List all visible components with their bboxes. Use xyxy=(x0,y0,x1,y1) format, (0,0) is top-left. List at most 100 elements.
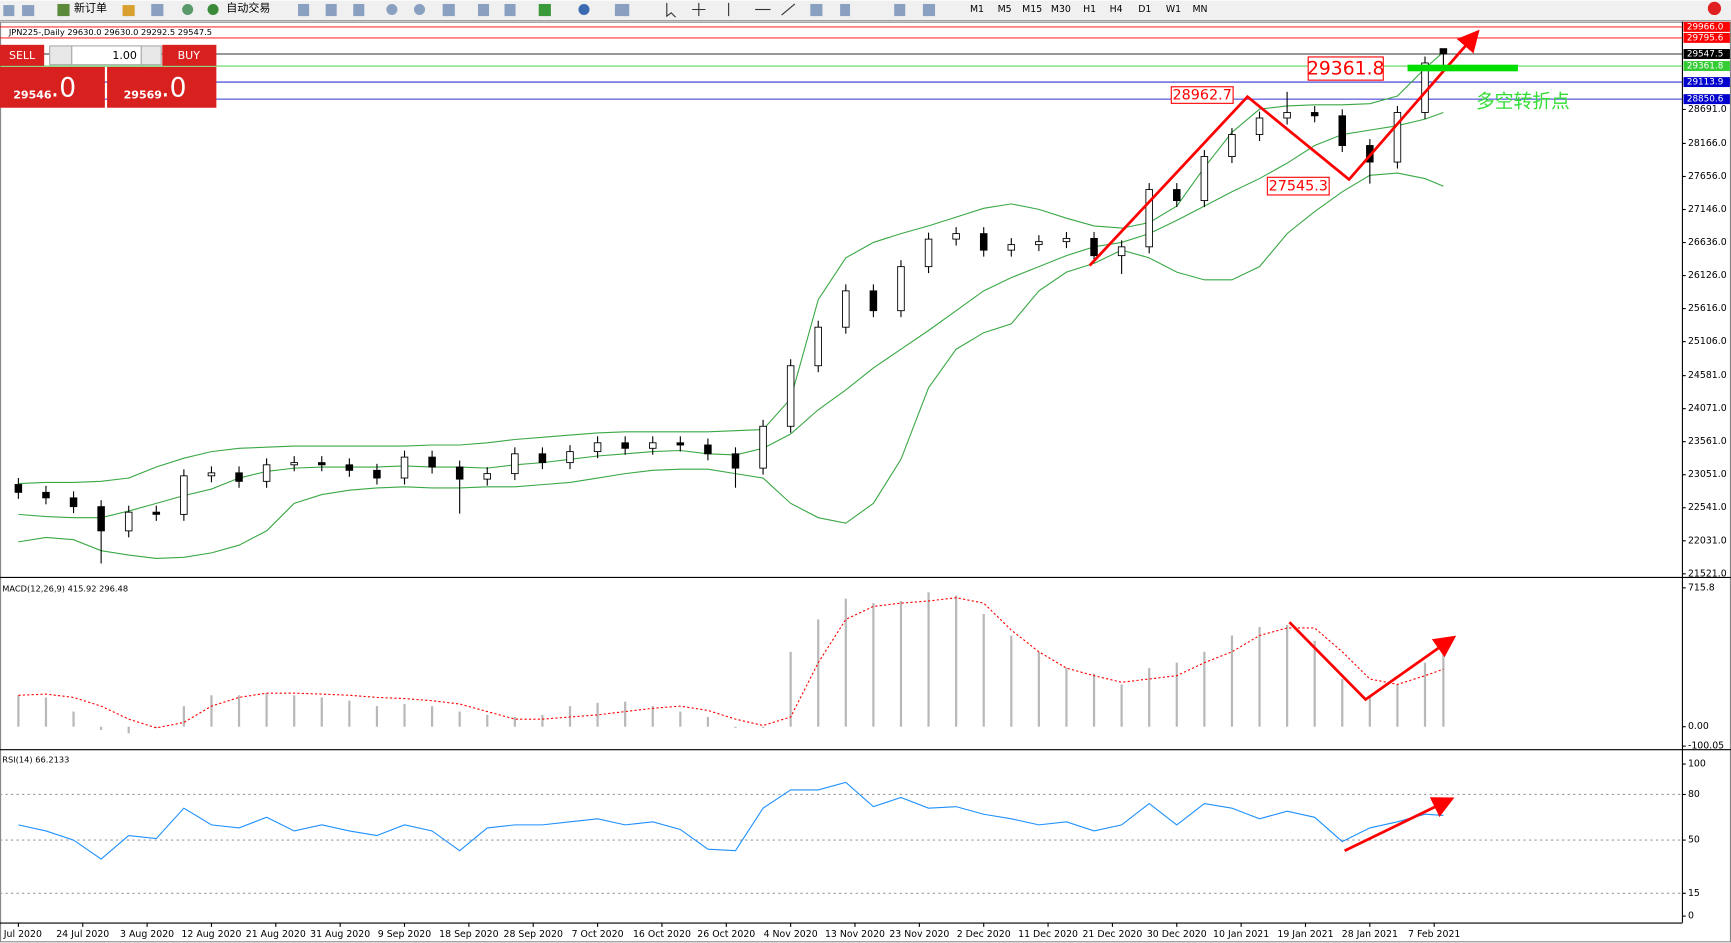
macd-bar xyxy=(706,717,710,727)
chart-title: RSI(14) 66.2133 xyxy=(2,755,69,765)
level-tag xyxy=(1683,61,1730,71)
level-tag xyxy=(1683,49,1730,59)
level-tag xyxy=(1683,21,1730,32)
icon[interactable] xyxy=(151,3,164,17)
timeframe-button[interactable]: M15 xyxy=(1022,4,1042,15)
x-tick-label: 4 Nov 2020 xyxy=(764,929,818,940)
bid-box[interactable] xyxy=(0,66,105,108)
macd-bar xyxy=(265,693,268,727)
notification[interactable] xyxy=(1707,1,1722,16)
x-tick-label: 12 Aug 2020 xyxy=(181,929,241,940)
candle-body xyxy=(124,511,133,532)
icon[interactable] xyxy=(810,3,823,17)
macd-bar xyxy=(1148,668,1151,727)
auto-trading[interactable]: 自动交易 xyxy=(226,0,270,14)
bid-main: 29546 xyxy=(13,89,52,102)
icon[interactable] xyxy=(614,3,630,17)
icon[interactable] xyxy=(298,3,310,17)
candle-body xyxy=(1283,112,1291,119)
candle-body xyxy=(400,456,409,479)
timeframe-button[interactable]: W1 xyxy=(1166,4,1181,15)
icon[interactable] xyxy=(781,3,796,16)
candle-body xyxy=(69,497,78,508)
y-tick-label: 22541.0 xyxy=(1688,502,1727,513)
macd-bar xyxy=(1258,626,1261,727)
timeframe-button[interactable]: D1 xyxy=(1138,4,1151,15)
bid-fraction: .0 xyxy=(51,72,76,103)
ask-main: 29569 xyxy=(124,89,162,102)
icon[interactable] xyxy=(353,3,365,17)
buy-button[interactable] xyxy=(162,44,217,66)
icon[interactable] xyxy=(122,5,135,17)
sell-button[interactable] xyxy=(0,44,45,66)
macd-bar xyxy=(1065,668,1068,727)
x-tick-label: 31 Aug 2020 xyxy=(310,929,370,940)
buy-label[interactable]: BUY xyxy=(178,49,201,62)
macd-bar xyxy=(844,598,847,727)
candle-body xyxy=(152,511,161,515)
candle-body xyxy=(318,462,326,466)
ask-box[interactable] xyxy=(107,66,217,108)
timeframe-button[interactable]: MN xyxy=(1192,4,1207,15)
macd-bar xyxy=(1285,624,1289,727)
icon[interactable] xyxy=(666,2,677,18)
annotation-label: 28962.7 xyxy=(1173,88,1232,104)
x-tick-label: 21 Aug 2020 xyxy=(246,929,306,940)
macd-bar xyxy=(17,695,20,727)
icon[interactable] xyxy=(478,3,490,17)
timeframe-button[interactable]: M30 xyxy=(1051,4,1071,15)
lots-value[interactable]: 1.00 xyxy=(112,49,137,62)
timeframe-button[interactable]: M1 xyxy=(970,4,984,15)
macd-bar xyxy=(348,700,351,727)
candle-body xyxy=(207,472,216,477)
sell-label[interactable]: SELL xyxy=(9,49,36,62)
level-tag xyxy=(1683,77,1730,88)
timeframe-button[interactable]: M5 xyxy=(998,4,1012,15)
macd-bar xyxy=(320,697,323,727)
macd-bar xyxy=(513,717,516,727)
icon[interactable] xyxy=(894,3,906,17)
icon[interactable] xyxy=(922,3,936,17)
icon[interactable] xyxy=(578,3,590,16)
x-tick-label: 11 Dec 2020 xyxy=(1018,929,1078,940)
icon[interactable] xyxy=(207,3,219,16)
icon[interactable] xyxy=(57,3,70,17)
icon[interactable] xyxy=(504,3,516,17)
candle-body xyxy=(566,451,574,464)
candle-body xyxy=(1035,241,1043,246)
candle-body xyxy=(373,469,381,479)
icon[interactable] xyxy=(413,3,426,16)
x-tick-label: 7 Feb 2021 xyxy=(1408,929,1460,940)
macd-bar xyxy=(1396,684,1399,727)
macd-bar xyxy=(679,711,682,727)
icon[interactable] xyxy=(840,3,851,17)
new-order[interactable]: 新订单 xyxy=(74,0,107,14)
y-tick-label: 22031.0 xyxy=(1688,535,1727,546)
ask-fraction: .0 xyxy=(161,72,186,103)
lots-dropdown[interactable] xyxy=(49,45,73,66)
macd-bar xyxy=(872,603,875,727)
x-tick-label: 19 Jan 2021 xyxy=(1277,929,1333,940)
icon[interactable] xyxy=(182,3,194,16)
timeframe-button[interactable]: H1 xyxy=(1083,4,1096,15)
timeframe-button[interactable]: H4 xyxy=(1110,4,1123,15)
x-tick-label: 24 Jul 2020 xyxy=(56,929,109,940)
macd-bar xyxy=(458,711,461,727)
icon[interactable] xyxy=(692,2,706,17)
rsi-chart: 100 80 50 15 0 RSI(14) 66.2133 5 Jul 2020 24 Ju… xyxy=(0,755,1706,940)
x-tick-label: 30 Dec 2020 xyxy=(1147,929,1207,940)
candle-body xyxy=(1393,112,1402,163)
y-tick-label: 25106.0 xyxy=(1688,336,1727,347)
lots-spin[interactable] xyxy=(140,45,162,66)
icon[interactable] xyxy=(325,3,337,17)
candle-body xyxy=(1117,246,1126,257)
icon[interactable] xyxy=(538,3,551,17)
icon[interactable] xyxy=(386,3,398,16)
annotation-label: 27545.3 xyxy=(1269,179,1328,195)
candle-body xyxy=(290,462,298,466)
icon[interactable] xyxy=(442,3,455,17)
candle-body xyxy=(621,442,629,449)
macd-bar xyxy=(1230,635,1234,727)
y-tick-label: -100.05 xyxy=(1688,741,1724,752)
level-label: 29361.8 xyxy=(1687,62,1724,72)
